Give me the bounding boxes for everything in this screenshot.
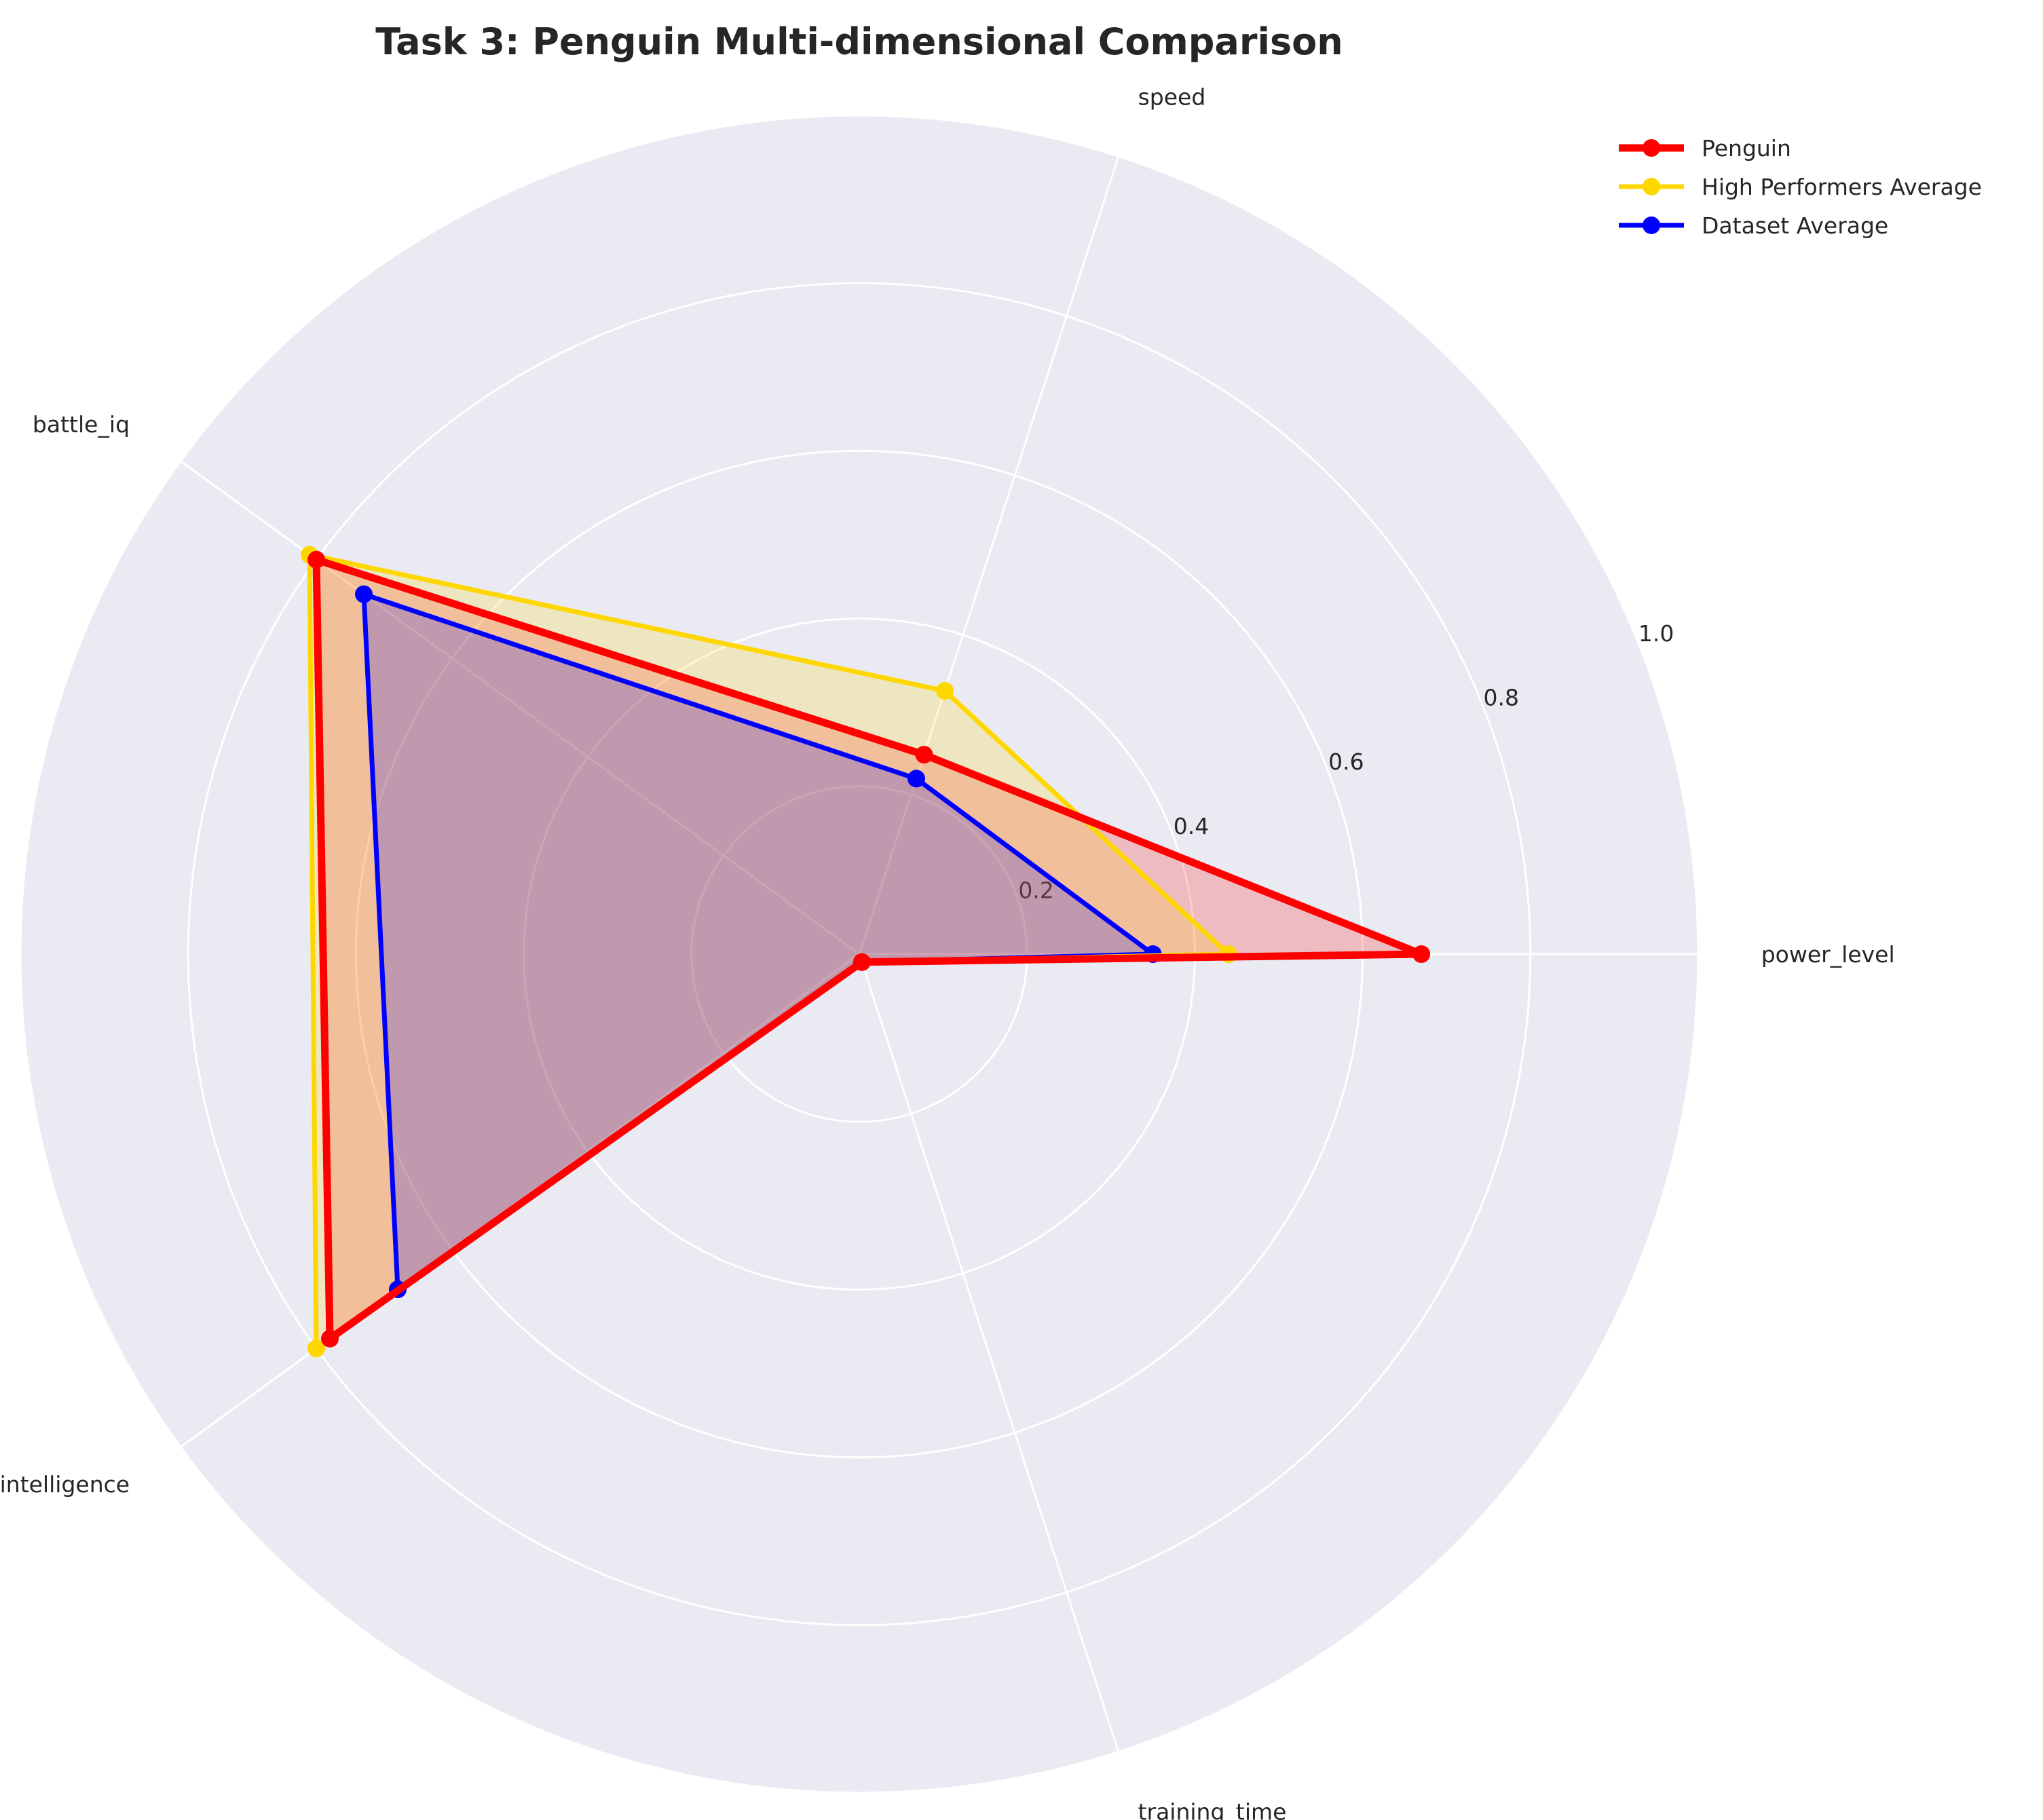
series-line-0 [312,556,1425,1343]
spoke-speed [858,156,1120,955]
axis-label-power_level: power_level [1761,941,1895,968]
r-tick-label: 0.8 [1484,685,1519,711]
series-2-point-battle_iq [355,585,373,603]
spoke-battle_iq [180,460,860,955]
legend-marker-1 [1643,178,1660,195]
legend-label-2: Dataset Average [1702,212,1888,239]
plot-area: 0.2 0.4 0.6 0.8 1.0 power_level speed battle_iq… [0,83,1895,1820]
spoke-training_time [858,953,1120,1752]
axis-label-battle_iq: battle_iq [33,411,130,438]
series-0-point-training_time [852,953,871,971]
series-fill-2 [364,594,1153,1290]
series-fill-0 [316,559,1422,1339]
series-0-point-battle_iq [307,550,326,569]
r-tick-label: 1.0 [1638,620,1674,647]
series-0-point-power_level [1412,945,1431,963]
series-0-point-intelligence [321,1329,339,1348]
series-1-point-speed [936,682,954,700]
axis-label-intelligence: intelligence [0,1471,130,1498]
series-0-point-speed [915,746,933,764]
legend-label-1: High Performers Average [1702,174,1982,200]
axis-label-training_time: training_time [1138,1799,1287,1820]
series-1-point-intelligence [307,1340,326,1358]
series-fill-1 [310,554,1229,1349]
legend-marker-2 [1643,216,1660,234]
r-tick-label: 0.4 [1174,813,1209,839]
legend-label-0: Penguin [1702,135,1791,162]
axis-label-speed: speed [1138,83,1206,110]
series-2-point-speed [907,770,926,788]
chart-title: Task 3: Penguin Multi-dimensional Compar… [375,20,1343,63]
legend-marker-0 [1643,139,1660,157]
legend: Penguin High Performers Average Dataset Av… [1619,135,1982,239]
r-tick-label: 0.6 [1328,748,1364,775]
r-tick-label: 0.2 [1018,877,1053,903]
